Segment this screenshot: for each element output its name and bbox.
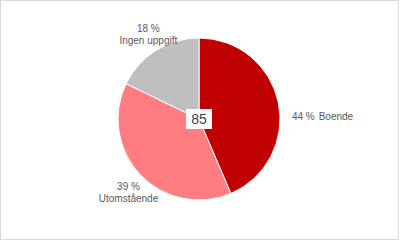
category-label: Boende (319, 111, 354, 122)
slice (126, 38, 199, 119)
center-label: 85 (191, 111, 207, 127)
value-label: 39 % (117, 181, 140, 192)
frame (1, 1, 399, 240)
category-label: Ingen uppgift (119, 35, 177, 46)
center-box (186, 109, 212, 129)
data-labels: 44 % Boende 39 %Utomstående 18 %Ingen uppgi… (99, 23, 354, 204)
category-label: Utomstående (99, 193, 159, 204)
data-label: 39 %Utomstående (99, 181, 159, 204)
data-label: 18 %Ingen uppgift (119, 23, 177, 46)
data-label: 44 % Boende (292, 111, 354, 122)
value-label: 18 % (137, 23, 160, 34)
pie (118, 38, 280, 200)
chart: 44 % Boende 39 %Utomstående 18 %Ingen uppgi… (0, 0, 399, 240)
value-label: 44 % (292, 111, 315, 122)
